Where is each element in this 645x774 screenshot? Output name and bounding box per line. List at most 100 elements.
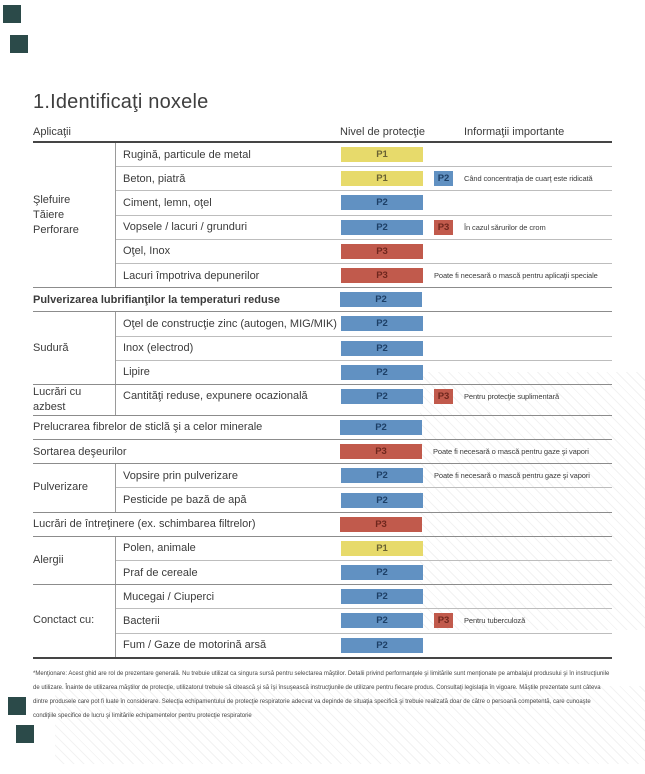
row-label: Bacterii [123,614,160,627]
group-label-cell: Alergii [33,536,116,585]
group-label-line: Tăiere [33,208,65,221]
group-label-line: Pulverizare [33,481,89,494]
row-important-info: Pentru tuberculoză [464,616,526,626]
row-label: Pesticide pe bază de apă [123,494,247,507]
group-label-cell: Conctact cu: [33,585,116,657]
table-section: Sortarea deşeurilor P3 Poate fi necesară o… [33,440,612,465]
row-label: Lipire [123,366,150,379]
row-label: Inox (electrod) [123,342,194,355]
row-label: Vopsire prin pulverizare [123,469,238,482]
corner-mark [10,35,28,53]
protection-badge-p3: P3 [434,613,453,629]
protection-badge-p2: P2 [341,388,423,404]
group-rows-cell: Cantităţi reduse, expunere ocazională P2 P… [116,385,612,415]
protection-badge-p2: P2 [434,171,453,187]
table-section: Pulverizarea lubrifianţilor la temperatu… [33,288,612,313]
table-row: Sortarea deşeurilor P3 Poate fi necesară o… [33,440,612,463]
table-section: Şlefuire Tăiere Perforare Rugină, particule… [33,143,612,289]
protection-badge-p1: P1 [341,147,423,163]
protection-badge-p3: P3 [340,516,422,532]
protection-badge-p1: P1 [341,171,423,187]
row-important-info: În cazul sărurilor de crom [464,222,546,232]
column-header-applications: Aplicaţii [33,126,71,138]
protection-badge-p1: P1 [341,540,423,556]
document-page: 1.Identificaţi noxele Aplicaţii Nivel de… [33,91,612,719]
table-row: Lucrări de întreţinere (ex. schimbarea f… [33,513,612,536]
row-label: Pulverizarea lubrifianţilor la temperatu… [33,293,280,306]
row-label: Fum / Gaze de motorină arsă [123,639,267,652]
group-rows-cell: Sortarea deşeurilor P3 Poate fi necesară o… [33,440,612,463]
table-row: Cantităţi reduse, expunere ocazională P2 P… [116,385,612,408]
table-row: Polen, animale P1 [116,537,612,561]
row-label: Ciment, lemn, oţel [123,196,212,209]
group-rows-cell: Lucrări de întreţinere (ex. schimbarea f… [33,513,612,536]
protection-badge-p2: P2 [341,219,423,235]
table-row: Bacterii P2 P3 Pentru tuberculoză [116,609,612,634]
protection-badge-p2: P2 [341,316,423,332]
table-section: Lucrări cu azbest Cantităţi reduse, expun… [33,384,612,416]
row-label: Polen, animale [123,542,196,555]
row-label: Sortarea deşeurilor [33,445,127,458]
protection-badge-p3: P3 [341,268,423,284]
protection-badge-p2: P2 [341,195,423,211]
table-row: Beton, piatră P1 P2 Când concentraţia de cu… [116,167,612,192]
row-label: Cantităţi reduse, expunere ocazională [123,390,308,403]
hazard-table: Şlefuire Tăiere Perforare Rugină, particule… [33,141,612,659]
row-label: Prelucrarea fibrelor de sticlă şi a celo… [33,421,263,434]
group-label-cell: Şlefuire Tăiere Perforare [33,143,116,288]
table-row: Vopsele / lacuri / grunduri P2 P3 În cazul … [116,216,612,240]
column-header-important-info: Informaţii importante [464,126,565,138]
group-rows-cell: Oţel de construcţie zinc (autogen, MIG/M… [116,312,612,384]
protection-badge-p2: P2 [341,340,423,356]
row-label: Praf de cereale [123,566,198,579]
group-label-line: Conctact cu: [33,614,95,627]
table-row: Lipire P2 [116,361,612,384]
row-label: Oţel de construcţie zinc (autogen, MIG/M… [123,317,337,330]
group-rows-cell: Vopsire prin pulverizare P2 Poate fi neces… [116,464,612,511]
table-row: Praf de cereale P2 [116,561,612,584]
group-rows-cell: Prelucrarea fibrelor de sticlă şi a celo… [33,416,612,439]
row-important-info: Pentru protecţie suplimentară [464,391,560,401]
protection-badge-p2: P2 [341,492,423,508]
protection-badge-p2: P2 [341,613,423,629]
corner-mark [16,725,34,743]
table-row: Oţel, Inox P3 [116,240,612,264]
group-label-cell: Sudură [33,312,116,384]
group-label-line: Perforare [33,223,79,236]
table-row: Prelucrarea fibrelor de sticlă şi a celo… [33,416,612,439]
row-important-info: Poate fi necesară o mască pentru gaze şi… [434,471,590,481]
protection-badge-p2: P2 [340,419,422,435]
group-rows-cell: Polen, animale P1 Praf de cereale P2 [116,537,612,584]
row-label: Lacuri împotriva depunerilor [123,269,260,282]
table-row: Vopsire prin pulverizare P2 Poate fi neces… [116,464,612,489]
table-row: Pulverizarea lubrifianţilor la temperatu… [33,288,612,311]
table-row: Fum / Gaze de motorină arsă P2 [116,634,612,657]
table-section: Lucrări de întreţinere (ex. schimbarea f… [33,513,612,537]
protection-badge-p2: P2 [340,292,422,308]
table-section: Alergii Polen, animale P1 Praf de cereale P2 [33,536,612,586]
footnote-disclaimer: *Menţionare: Acest ghid are rol de preze… [33,670,610,719]
row-label: Lucrări de întreţinere (ex. schimbarea f… [33,518,256,531]
table-row: Pesticide pe bază de apă P2 [116,488,612,511]
corner-mark [3,5,21,23]
group-rows-cell: Mucegai / Ciuperci P2 Bacterii P2 P3 Pentru t… [116,585,612,657]
table-row: Rugină, particule de metal P1 [116,143,612,168]
group-rows-cell: Pulverizarea lubrifianţilor la temperatu… [33,288,612,311]
protection-badge-p2: P2 [341,637,423,653]
protection-badge-p3: P3 [340,444,422,460]
protection-badge-p3: P3 [434,219,453,235]
group-label-line: Alergii [33,554,64,566]
page-title: 1.Identificaţi noxele [33,91,209,113]
protection-badge-p2: P2 [341,589,423,605]
table-section: Prelucrarea fibrelor de sticlă şi a celo… [33,416,612,441]
protection-badge-p3: P3 [434,388,453,404]
row-label: Rugină, particule de metal [123,148,251,161]
column-header-protection-level: Nivel de protecţie [340,126,425,138]
table-section: Pulverizare Vopsire prin pulverizare P2 Poa… [33,464,612,513]
table-row: Mucegai / Ciuperci P2 [116,585,612,610]
table-row: Lacuri împotriva depunerilor P3 Poate fi n… [116,264,612,287]
row-important-info: Poate fi necesară o mască pentru gaze şi… [433,447,589,457]
group-rows-cell: Rugină, particule de metal P1 Beton, piatr… [116,143,612,287]
protection-badge-p2: P2 [341,468,423,484]
protection-badge-p2: P2 [341,364,423,380]
